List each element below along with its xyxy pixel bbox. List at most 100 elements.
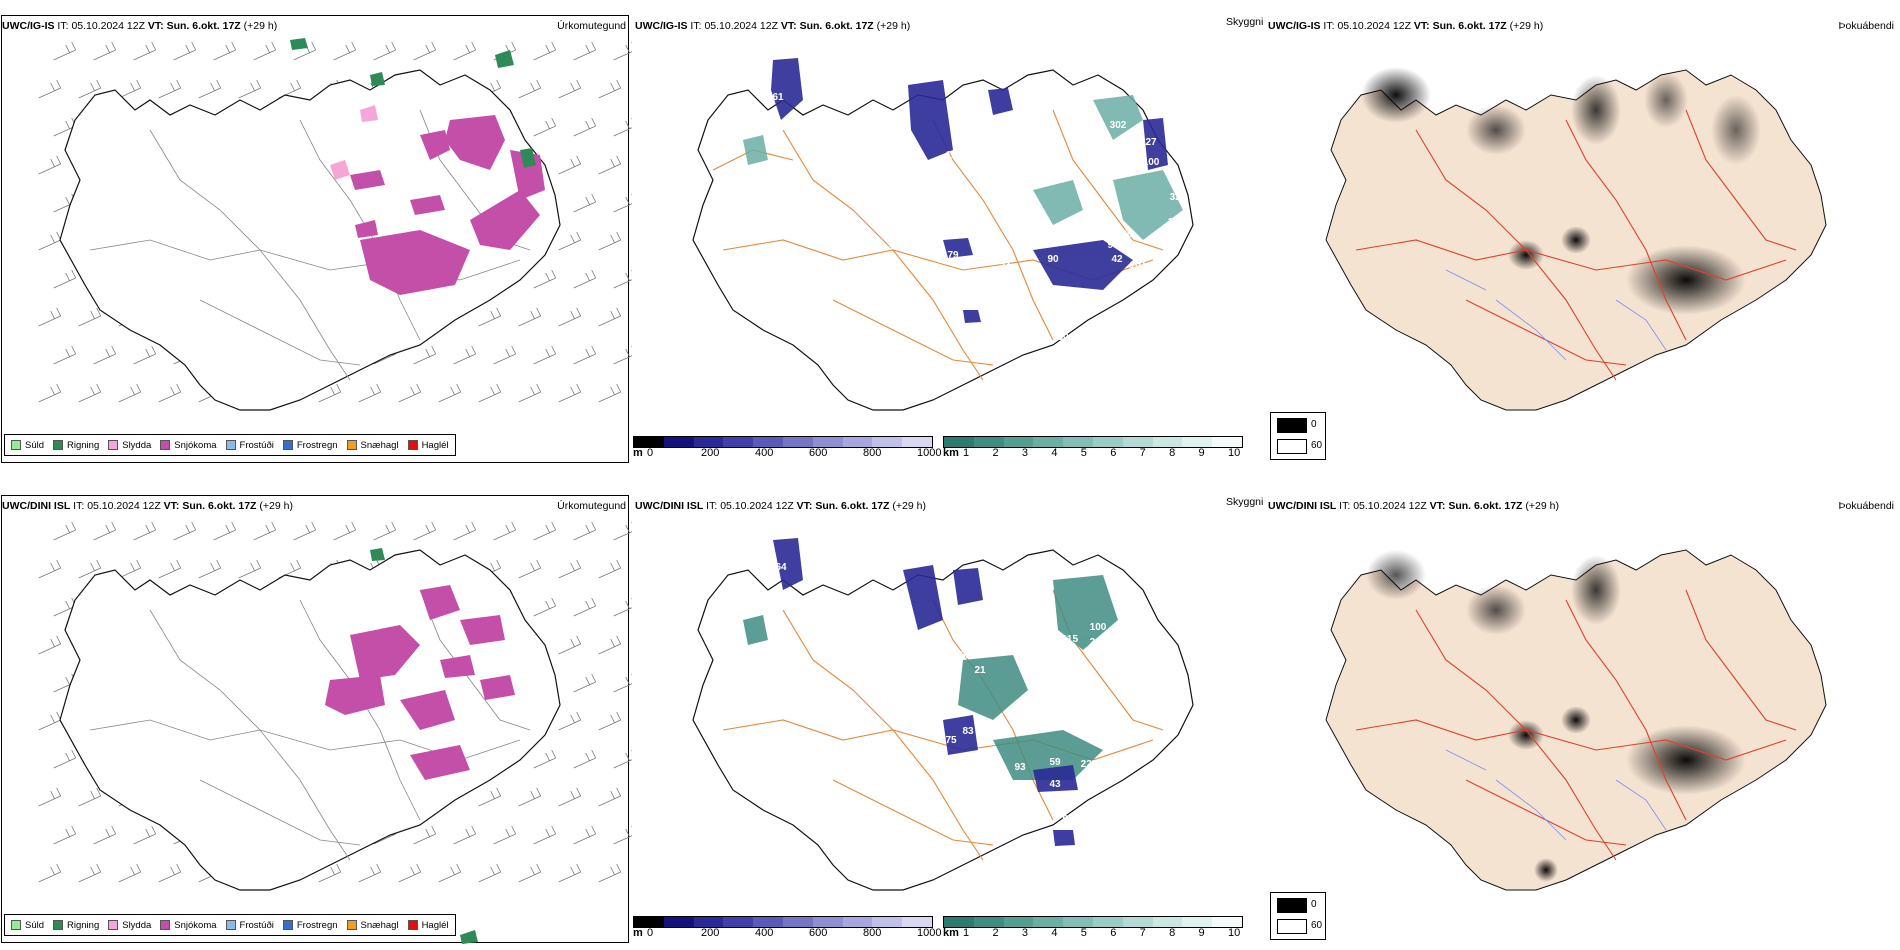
visibility-value-label: 22	[967, 170, 979, 181]
wind-barb	[333, 41, 357, 61]
wind-barb	[173, 521, 197, 541]
wind-barb	[78, 559, 102, 579]
visibility-value-label: 132	[955, 650, 972, 661]
swatch	[282, 440, 293, 450]
wind-barb	[78, 79, 102, 99]
scale-swatch	[723, 437, 754, 447]
visibility-value-label: 11	[1053, 698, 1064, 709]
wind-barb	[533, 521, 557, 541]
vt-value: Sun. 6.okt. 17Z	[166, 20, 241, 32]
swatch	[160, 920, 171, 930]
panel-title: Úrkomutegund	[557, 500, 626, 512]
wind-barb	[53, 749, 77, 769]
scale-tick-label: 0	[647, 927, 654, 939]
swatch	[108, 920, 119, 930]
visibility-value-label: 112	[1045, 292, 1062, 303]
scale-unit: m	[633, 927, 643, 939]
wind-barb	[158, 79, 182, 99]
wind-barb	[38, 711, 62, 731]
wind-barb	[613, 673, 632, 693]
scale-tick-label: 200	[701, 447, 720, 459]
wind-barb	[533, 41, 557, 61]
wind-barb	[38, 155, 62, 175]
scale-tick-label: 3	[1021, 447, 1028, 459]
wind-barb	[373, 521, 397, 541]
wind-barb	[573, 597, 597, 617]
scale-tick-label: 800	[863, 447, 882, 459]
fog-map	[1325, 67, 1827, 411]
wind-barb	[518, 559, 542, 579]
wind-barb	[118, 79, 142, 99]
scale-swatch	[973, 917, 1004, 927]
swatch	[11, 440, 21, 450]
swatch	[407, 920, 418, 930]
scale-swatch	[634, 917, 664, 927]
wind-barb	[478, 787, 502, 807]
scale-tick-label: 4	[1051, 447, 1058, 459]
visibility-panel: UWC/DINI ISL IT: 05.10.2024 12Z VT: Sun.…	[633, 480, 1265, 950]
swatch	[53, 440, 64, 450]
panel-title: Þokuábendi	[1838, 20, 1894, 32]
wind-barb	[478, 863, 502, 883]
scale-tick-label: 8	[1169, 927, 1176, 939]
wind-barb	[38, 231, 62, 251]
scale-swatch	[693, 437, 724, 447]
vt-value: Sun. 6.okt. 17Z	[815, 500, 890, 512]
scale-tick-label: 600	[809, 927, 828, 939]
wind-barb	[613, 41, 632, 61]
visibility-value-label: 11	[1120, 760, 1131, 771]
wind-barb	[533, 749, 557, 769]
wind-barb	[493, 345, 517, 365]
rain-areas	[370, 548, 478, 944]
wind-barb	[358, 383, 382, 403]
scale-tick-label: 200	[701, 927, 720, 939]
legend-label: Slydda	[122, 439, 152, 451]
wind-barb	[93, 345, 117, 365]
scale-tick-label: 2	[992, 927, 999, 939]
legend-item-rigning: Rigning	[53, 920, 99, 931]
scale-swatch	[1033, 917, 1064, 927]
swatch	[225, 440, 236, 450]
scale-tick-label: 7	[1139, 447, 1146, 459]
legend-item-frostudi: Frostúði	[225, 440, 274, 451]
lead-time: (+29 h)	[243, 20, 278, 32]
precip-type-panel: UWC/DINI ISL IT: 05.10.2024 12Z VT: Sun.…	[0, 480, 632, 950]
legend-item-snaehagl: Snæhagl	[346, 920, 399, 931]
vt-label: VT:	[796, 500, 813, 512]
model-name: UWC/IG-IS	[635, 20, 688, 32]
wind-barb	[558, 155, 582, 175]
distance-scale-bar	[943, 436, 1243, 448]
wind-barb	[613, 597, 632, 617]
scale-swatch	[812, 437, 843, 447]
visibility-value-label: 20	[1121, 229, 1133, 240]
low-visibility-areas-blue	[773, 538, 1078, 846]
visibility-value-label: 17	[1120, 157, 1132, 168]
wind-barb	[598, 559, 622, 579]
scale-tick-label: 7	[1139, 927, 1146, 939]
wind-barb	[598, 307, 622, 327]
wind-barb	[518, 863, 542, 883]
wind-barb	[93, 41, 117, 61]
visibility-value-label: 64	[775, 562, 787, 573]
wind-barb	[238, 559, 262, 579]
legend-label: Súld	[25, 439, 45, 451]
visibility-value-label: 19	[1027, 217, 1039, 228]
wind-barb	[53, 825, 77, 845]
wind-barb	[533, 597, 557, 617]
wind-barb	[558, 711, 582, 731]
scale-swatch	[1003, 437, 1034, 447]
legend-label: Slydda	[122, 919, 152, 931]
swatch	[160, 440, 171, 450]
fog-scale-legend: 0 60	[1270, 892, 1326, 940]
wind-barb	[198, 559, 222, 579]
wind-barb	[518, 79, 542, 99]
wind-barb	[598, 79, 622, 99]
wind-barb	[573, 521, 597, 541]
fog-map	[1325, 549, 1827, 891]
wind-barb	[598, 787, 622, 807]
swatch	[282, 920, 293, 930]
wind-barb	[558, 863, 582, 883]
legend-item-snaehagl: Snæhagl	[346, 440, 399, 451]
fog-swatch-dark	[1277, 418, 1307, 433]
